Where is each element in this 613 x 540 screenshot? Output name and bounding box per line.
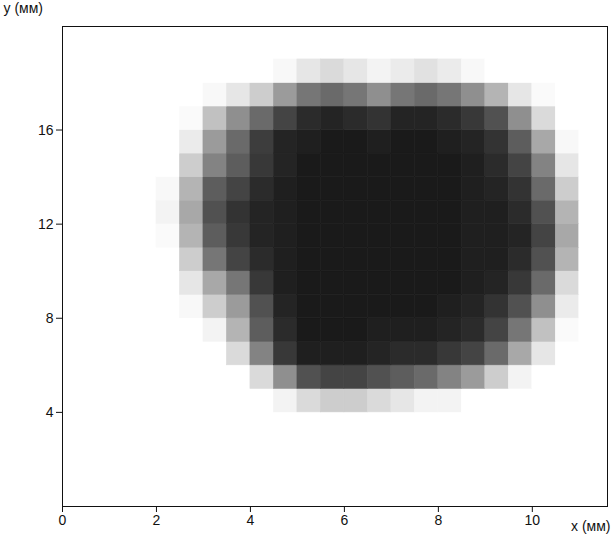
svg-text:8: 8 (434, 512, 442, 528)
svg-text:6: 6 (340, 512, 348, 528)
svg-text:10: 10 (525, 512, 541, 528)
svg-text:12: 12 (38, 216, 54, 232)
svg-text:y (мм): y (мм) (4, 0, 43, 16)
svg-text:x (мм): x (мм) (571, 518, 610, 534)
svg-text:8: 8 (46, 310, 54, 326)
svg-text:0: 0 (59, 512, 67, 528)
svg-text:2: 2 (153, 512, 161, 528)
svg-text:4: 4 (46, 404, 54, 420)
svg-text:4: 4 (247, 512, 255, 528)
svg-text:16: 16 (38, 122, 54, 138)
